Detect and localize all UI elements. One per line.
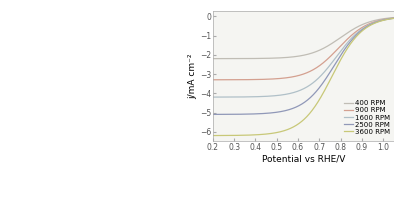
3600 RPM [359,30,364,33]
400 RPM [387,17,392,19]
900 RPM [359,27,364,29]
900 RPM [387,17,392,20]
400 RPM [297,55,302,57]
Line: 400 RPM: 400 RPM [213,18,394,59]
3600 RPM [309,111,313,113]
Y-axis label: j/mA cm⁻²: j/mA cm⁻² [188,53,197,99]
1600 RPM [392,17,394,19]
2500 RPM [318,85,323,87]
1600 RPM [296,89,301,92]
900 RPM [392,17,394,19]
Line: 2500 RPM: 2500 RPM [213,18,394,114]
900 RPM [297,74,302,76]
1600 RPM [359,28,364,31]
Line: 1600 RPM: 1600 RPM [213,18,394,97]
3600 RPM [296,122,301,125]
3600 RPM [210,134,215,137]
3600 RPM [387,18,392,20]
Line: 900 RPM: 900 RPM [213,18,394,80]
3600 RPM [392,17,394,20]
1600 RPM [297,89,302,92]
900 RPM [309,70,313,72]
400 RPM [392,16,394,19]
400 RPM [210,57,215,60]
2500 RPM [392,17,394,19]
Line: 3600 RPM: 3600 RPM [213,18,394,135]
1600 RPM [318,75,323,77]
400 RPM [296,55,301,57]
1600 RPM [387,18,392,20]
3600 RPM [318,96,323,99]
900 RPM [210,78,215,81]
400 RPM [318,49,323,51]
1600 RPM [309,83,313,86]
2500 RPM [297,104,302,106]
X-axis label: Potential vs RHE/V: Potential vs RHE/V [262,154,345,164]
400 RPM [359,24,364,26]
2500 RPM [210,113,215,116]
900 RPM [296,74,301,77]
1600 RPM [210,96,215,98]
900 RPM [318,64,323,66]
Legend: 400 RPM, 900 RPM, 1600 RPM, 2500 RPM, 3600 RPM: 400 RPM, 900 RPM, 1600 RPM, 2500 RPM, 36… [344,100,390,135]
2500 RPM [387,18,392,20]
2500 RPM [296,104,301,107]
2500 RPM [309,96,313,98]
2500 RPM [359,29,364,32]
400 RPM [309,52,313,55]
3600 RPM [297,122,302,124]
